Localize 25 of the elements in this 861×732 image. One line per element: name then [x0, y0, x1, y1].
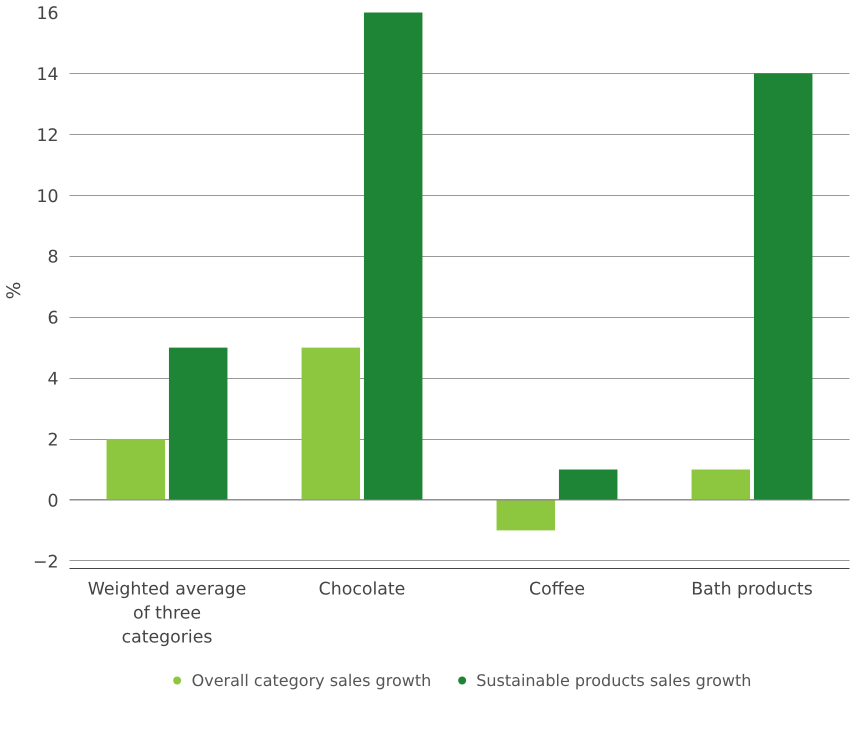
y-tick-label: −2: [32, 552, 59, 572]
bar: [364, 12, 422, 500]
x-tick-label: Bath products: [691, 580, 813, 600]
x-tick-label: Chocolate: [318, 580, 406, 600]
bar: [754, 73, 812, 500]
legend-label: Sustainable products sales growth: [476, 670, 752, 690]
y-tick-label: 10: [36, 186, 59, 207]
bar: [692, 469, 750, 500]
y-axis-title: %: [4, 282, 25, 300]
bar: [558, 469, 618, 500]
bar: [168, 348, 228, 500]
y-tick-label: 14: [36, 64, 59, 85]
y-tick-label: 16: [36, 4, 59, 24]
bar: [302, 348, 360, 500]
x-tick-label: Coffee: [529, 580, 585, 600]
y-tick-label: 2: [47, 430, 59, 451]
y-tick-label: 8: [47, 248, 59, 268]
legend-label: Overall category sales growth: [192, 670, 432, 690]
x-tick-label: Weighted average of three categories: [88, 580, 246, 648]
bar: [496, 500, 556, 530]
y-tick-label: 12: [36, 126, 59, 146]
y-tick-label: 6: [47, 308, 59, 329]
y-tick-label: 4: [47, 370, 59, 390]
y-tick-label: 0: [47, 491, 59, 512]
bar: [106, 439, 166, 500]
